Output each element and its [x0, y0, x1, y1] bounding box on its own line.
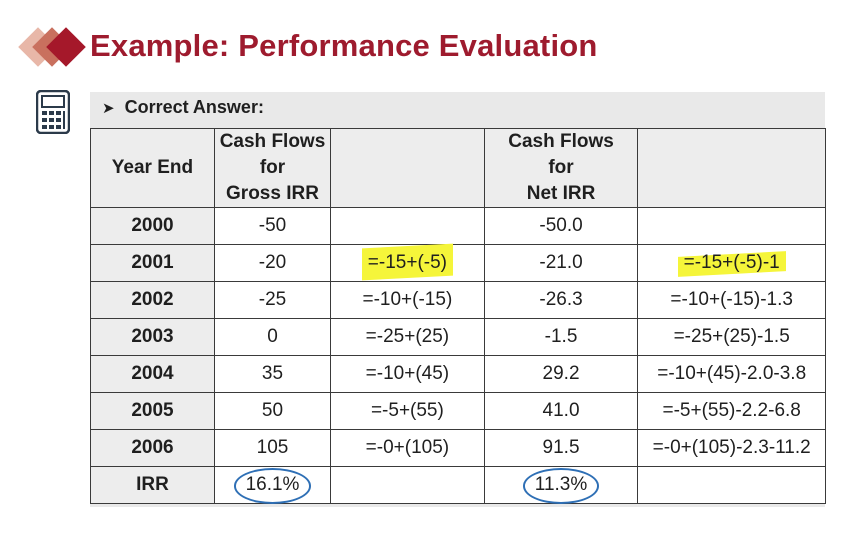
header-net-line1: Cash Flows [508, 131, 614, 152]
net-cell: 91.5 [483, 429, 639, 467]
irr-empty-cell [637, 466, 826, 504]
net-formula-cell: =-10+(45)-2.0-3.8 [637, 355, 826, 393]
year-cell: 2000 [90, 207, 215, 245]
highlighted-formula: =-15+(-5)-1 [683, 252, 780, 273]
net-formula-cell: =-15+(-5)-1 [637, 244, 826, 282]
triangle-bullet-icon: ➤ [102, 100, 115, 117]
gross-cell: 0 [213, 318, 332, 356]
gross-formula-cell [330, 207, 485, 245]
table-row: 2001 -20 =-15+(-5) -21.0 =-15+(-5)-1 [90, 244, 826, 282]
gross-formula-cell: =-25+(25) [330, 318, 485, 356]
table-row: 2003 0 =-25+(25) -1.5 =-25+(25)-1.5 [90, 318, 826, 356]
net-formula-cell: =-10+(-15)-1.3 [637, 281, 826, 319]
net-formula-cell: =-25+(25)-1.5 [637, 318, 826, 356]
highlighted-formula: =-15+(-5) [367, 252, 447, 273]
year-cell: 2001 [90, 244, 215, 282]
calculator-icon [36, 90, 70, 134]
table-row: 2002 -25 =-10+(-15) -26.3 =-10+(-15)-1.3 [90, 281, 826, 319]
gross-formula-cell: =-10+(45) [330, 355, 485, 393]
header-gross-formula [330, 128, 485, 208]
net-cell: 41.0 [483, 392, 639, 430]
year-cell: 2006 [90, 429, 215, 467]
circled-net-irr: 11.3% [522, 468, 600, 504]
diamond-logo-icon [18, 22, 88, 72]
header-gross-line1: Cash Flows [219, 131, 326, 152]
header-gross: Cash Flows for Gross IRR [213, 128, 332, 208]
net-cell: -21.0 [483, 244, 639, 282]
net-formula-cell: =-0+(105)-2.3-11.2 [637, 429, 826, 467]
header-gross-line3: Gross IRR [226, 183, 319, 204]
table-row: 2004 35 =-10+(45) 29.2 =-10+(45)-2.0-3.8 [90, 355, 826, 393]
irr-row: IRR 16.1% 11.3% [90, 466, 826, 504]
year-cell: 2004 [90, 355, 215, 393]
net-formula-cell [637, 207, 826, 245]
year-cell: 2003 [90, 318, 215, 356]
gross-cell: -25 [213, 281, 332, 319]
net-cell: -50.0 [483, 207, 639, 245]
year-cell: 2002 [90, 281, 215, 319]
header-net: Cash Flows for Net IRR [483, 128, 639, 208]
table-row: 2005 50 =-5+(55) 41.0 =-5+(55)-2.2-6.8 [90, 392, 826, 430]
gross-formula-cell: =-5+(55) [330, 392, 485, 430]
gross-cell: -50 [213, 207, 332, 245]
net-formula-cell: =-5+(55)-2.2-6.8 [637, 392, 826, 430]
irr-table: Year End Cash Flows for Gross IRR Cash F… [90, 128, 826, 504]
irr-label-cell: IRR [90, 466, 215, 504]
year-cell: 2005 [90, 392, 215, 430]
header-year: Year End [90, 128, 215, 208]
header-net-line2: for [548, 157, 574, 178]
net-cell: 29.2 [483, 355, 639, 393]
gross-formula-cell: =-0+(105) [330, 429, 485, 467]
gross-formula-cell: =-10+(-15) [330, 281, 485, 319]
answer-label-text: Correct Answer: [124, 97, 264, 117]
header-net-formula [637, 128, 826, 208]
circled-gross-irr: 16.1% [233, 468, 312, 504]
header-gross-line2: for [259, 157, 286, 178]
gross-cell: 105 [213, 429, 332, 467]
table-row: 2006 105 =-0+(105) 91.5 =-0+(105)-2.3-11… [90, 429, 826, 467]
header-net-line3: Net IRR [526, 183, 596, 204]
irr-gross-cell: 16.1% [213, 466, 332, 504]
gross-cell: 50 [213, 392, 332, 430]
net-cell: -26.3 [483, 281, 639, 319]
gross-cell: 35 [213, 355, 332, 393]
header-row: Year End Cash Flows for Gross IRR Cash F… [90, 128, 826, 208]
net-cell: -1.5 [483, 318, 639, 356]
gross-cell: -20 [213, 244, 332, 282]
gross-formula-cell: =-15+(-5) [330, 244, 485, 282]
irr-net-cell: 11.3% [483, 466, 639, 504]
irr-empty-cell [330, 466, 485, 504]
page-title: Example: Performance Evaluation [90, 28, 598, 63]
table-row: 2000 -50 -50.0 [90, 207, 826, 245]
answer-heading: ➤ Correct Answer: [102, 97, 264, 118]
title-row: Example: Performance Evaluation [18, 22, 597, 72]
